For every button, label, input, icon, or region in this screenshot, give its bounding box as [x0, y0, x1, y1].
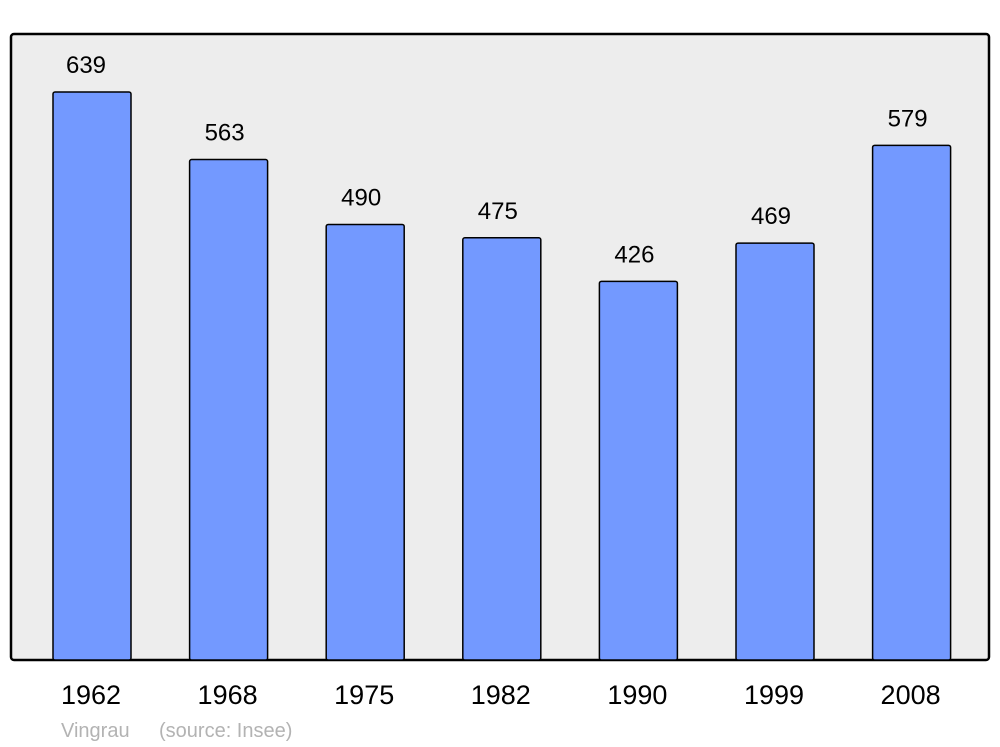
x-tick-1999: 1999 — [744, 680, 804, 710]
caption-source: (source: Insee) — [159, 720, 292, 742]
x-tick-1975: 1975 — [334, 680, 394, 710]
bar-1990 — [598, 280, 679, 661]
data-label-1990: 426 — [614, 241, 654, 268]
caption-place: Vingrau — [61, 720, 130, 742]
x-tick-1982: 1982 — [471, 680, 531, 710]
data-label-1968: 563 — [205, 120, 245, 147]
data-label-1975: 490 — [341, 184, 381, 211]
bar-1968 — [188, 158, 269, 661]
data-label-2008: 579 — [888, 105, 928, 132]
bar-1975 — [325, 223, 405, 661]
data-label-1999: 469 — [751, 203, 791, 230]
x-tick-1990: 1990 — [607, 680, 667, 710]
bar-2008 — [871, 144, 952, 661]
x-tick-2008: 2008 — [881, 680, 941, 710]
x-tick-1968: 1968 — [198, 680, 258, 710]
data-label-1962: 639 — [66, 52, 106, 79]
data-label-1982: 475 — [478, 198, 518, 225]
bar-1982 — [462, 237, 542, 661]
bar-1962 — [52, 91, 132, 661]
x-tick-1962: 1962 — [61, 680, 121, 710]
bar-1999 — [735, 242, 815, 661]
